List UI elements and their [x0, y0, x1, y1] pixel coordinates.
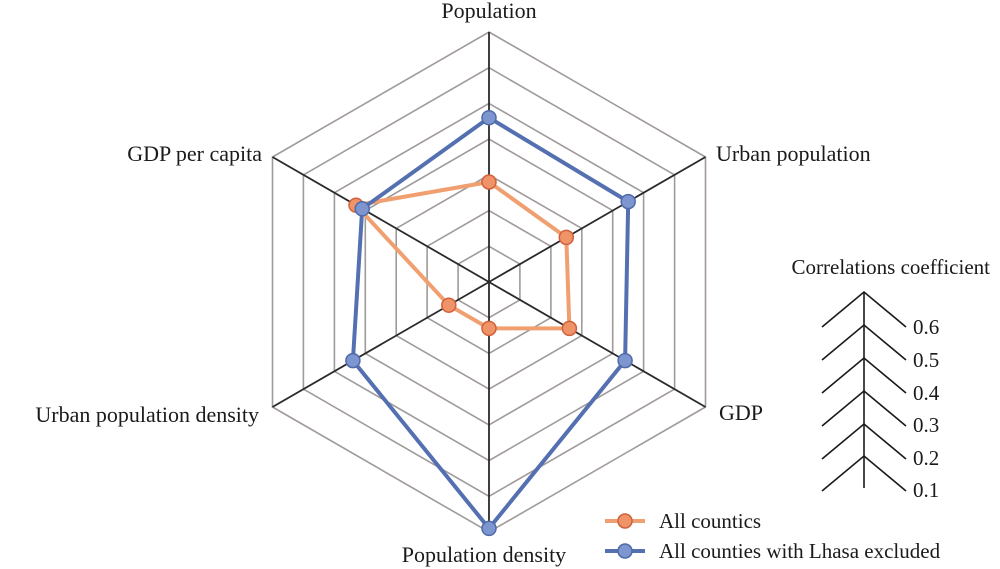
- series-1-point-3: [481, 520, 497, 537]
- series-1-point-0: [481, 109, 497, 126]
- scale-chevron-3: [821, 389, 907, 427]
- scale-tick-3: 0.3: [913, 413, 939, 437]
- scale-marks: [821, 290, 907, 492]
- series-1-point-2: [617, 352, 633, 369]
- scale-tick-4: 0.2: [913, 446, 939, 470]
- scale-chevron-1: [821, 323, 907, 361]
- scale-tick-1: 0.5: [913, 348, 939, 372]
- axis-label-population: Population: [441, 0, 536, 23]
- scale-tick-5: 0.1: [913, 478, 939, 502]
- legend-label-all-counties: All countics: [659, 509, 761, 533]
- series-0-point-1: [558, 229, 575, 246]
- legend-marker-all-counties: [617, 513, 633, 529]
- scale-tick-2: 0.4: [913, 381, 940, 405]
- scale-chevron-5: [821, 454, 907, 492]
- series-0-point-3: [481, 320, 497, 337]
- axis-label-gdp: GDP: [719, 400, 763, 425]
- spoke-4: [272, 281, 490, 408]
- scale-chevron-0: [821, 290, 907, 328]
- radar-spokes: [272, 32, 706, 532]
- series-1-point-1: [620, 193, 636, 210]
- spoke-2: [488, 281, 706, 408]
- spoke-5: [272, 156, 490, 283]
- axis-label-urban-population: Urban population: [716, 141, 871, 166]
- legend-marker-lhasa-excluded: [617, 543, 633, 559]
- series-1-point-5: [354, 201, 370, 217]
- scale-key: Correlations coefficient 0.6 0.5 0.4 0.3…: [792, 255, 991, 502]
- series-layer: [345, 109, 636, 537]
- series-0: [348, 174, 578, 337]
- scale-title: Correlations coefficient: [792, 255, 991, 279]
- axis-label-gdp-per-capita: GDP per capita: [127, 141, 262, 166]
- axis-label-population-density: Population density: [402, 542, 566, 567]
- series-1: [345, 109, 636, 537]
- legend: All countics All counties with Lhasa exc…: [605, 509, 941, 563]
- spoke-1: [488, 156, 706, 283]
- series-line-0: [354, 180, 572, 331]
- axis-label-urban-population-density: Urban population density: [35, 402, 259, 427]
- scale-chevron-4: [821, 422, 907, 460]
- series-0-point-2: [561, 320, 578, 337]
- series-0-point-4: [441, 297, 457, 313]
- scale-tick-0: 0.6: [913, 315, 939, 339]
- series-1-point-4: [345, 352, 361, 369]
- series-0-point-0: [481, 174, 497, 190]
- scale-chevron-2: [821, 356, 907, 394]
- legend-label-lhasa-excluded: All counties with Lhasa excluded: [659, 539, 941, 563]
